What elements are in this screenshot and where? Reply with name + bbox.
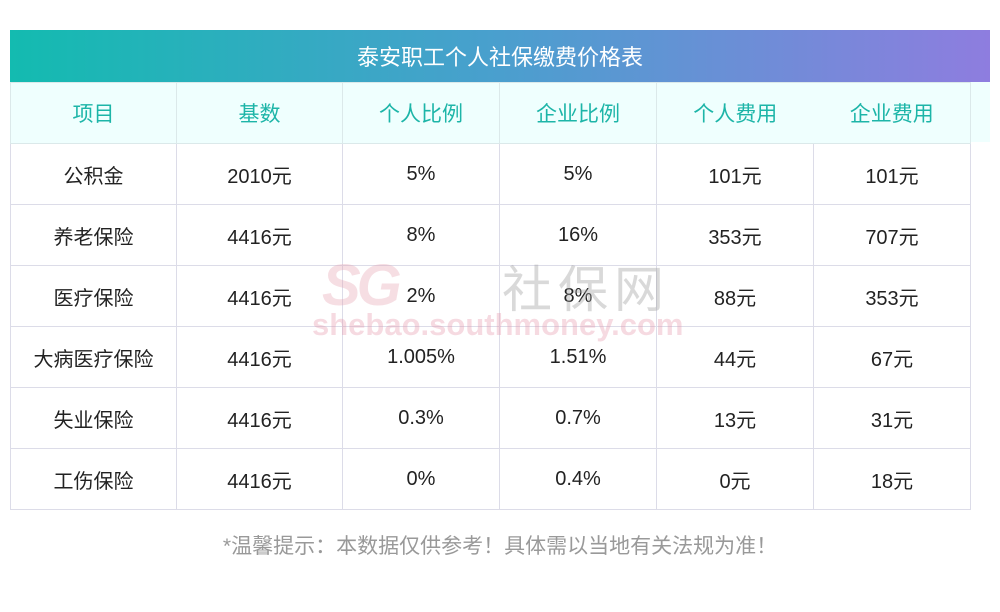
table-row: 公积金 2010元 5% 5% 101元 101元 bbox=[10, 143, 971, 205]
col-header: 个人费用 bbox=[656, 82, 814, 144]
table-cell: 4416元 bbox=[176, 265, 343, 327]
table-cell: 101元 bbox=[813, 143, 971, 205]
table-row: 失业保险 4416元 0.3% 0.7% 13元 31元 bbox=[10, 387, 971, 449]
table-cell: 0.4% bbox=[499, 448, 657, 510]
table-cell: 2% bbox=[342, 265, 500, 327]
table-cell: 医疗保险 bbox=[10, 265, 177, 327]
col-header: 企业比例 bbox=[499, 82, 657, 144]
table-cell: 31元 bbox=[813, 387, 971, 449]
table-cell: 工伤保险 bbox=[10, 448, 177, 510]
table-title: 泰安职工个人社保缴费价格表 bbox=[10, 30, 990, 82]
table-cell: 失业保险 bbox=[10, 387, 177, 449]
table-cell: 8% bbox=[342, 204, 500, 266]
table-cell: 0元 bbox=[656, 448, 814, 510]
table-cell: 0% bbox=[342, 448, 500, 510]
table-cell: 88元 bbox=[656, 265, 814, 327]
table-cell: 1.005% bbox=[342, 326, 500, 388]
table-row: 大病医疗保险 4416元 1.005% 1.51% 44元 67元 bbox=[10, 326, 971, 388]
footer-note: *温馨提示：本数据仅供参考！具体需以当地有关法规为准！ bbox=[222, 535, 778, 558]
table-cell: 44元 bbox=[656, 326, 814, 388]
table-cell: 18元 bbox=[813, 448, 971, 510]
table-cell: 4416元 bbox=[176, 387, 343, 449]
table-cell: 353元 bbox=[656, 204, 814, 266]
table-cell: 2010元 bbox=[176, 143, 343, 205]
table-cell: 养老保险 bbox=[10, 204, 177, 266]
table-cell: 67元 bbox=[813, 326, 971, 388]
table-cell: 16% bbox=[499, 204, 657, 266]
col-header: 基数 bbox=[176, 82, 343, 144]
table-cell: 4416元 bbox=[176, 204, 343, 266]
col-header: 个人比例 bbox=[342, 82, 500, 144]
table-cell: 4416元 bbox=[176, 448, 343, 510]
table-cell: 公积金 bbox=[10, 143, 177, 205]
table-cell: 707元 bbox=[813, 204, 971, 266]
table-cell: 4416元 bbox=[176, 326, 343, 388]
header-filler bbox=[970, 82, 990, 142]
table-row: 养老保险 4416元 8% 16% 353元 707元 bbox=[10, 204, 971, 266]
price-table: 项目 基数 个人比例 企业比例 个人费用 企业费用 公积金 2010元 5% 5% 10… bbox=[10, 82, 971, 510]
table-cell: 101元 bbox=[656, 143, 814, 205]
table-cell: 0.7% bbox=[499, 387, 657, 449]
table-cell: 353元 bbox=[813, 265, 971, 327]
table-cell: 5% bbox=[499, 143, 657, 205]
table-cell: 1.51% bbox=[499, 326, 657, 388]
header-row: 项目 基数 个人比例 企业比例 个人费用 企业费用 bbox=[10, 82, 971, 144]
table-cell: 8% bbox=[499, 265, 657, 327]
table-row: 工伤保险 4416元 0% 0.4% 0元 18元 bbox=[10, 448, 971, 510]
table-cell: 大病医疗保险 bbox=[10, 326, 177, 388]
table-cell: 13元 bbox=[656, 387, 814, 449]
col-header: 项目 bbox=[10, 82, 177, 144]
col-header: 企业费用 bbox=[813, 82, 971, 144]
table-cell: 0.3% bbox=[342, 387, 500, 449]
table-cell: 5% bbox=[342, 143, 500, 205]
table-row: 医疗保险 4416元 2% 8% 88元 353元 bbox=[10, 265, 971, 327]
